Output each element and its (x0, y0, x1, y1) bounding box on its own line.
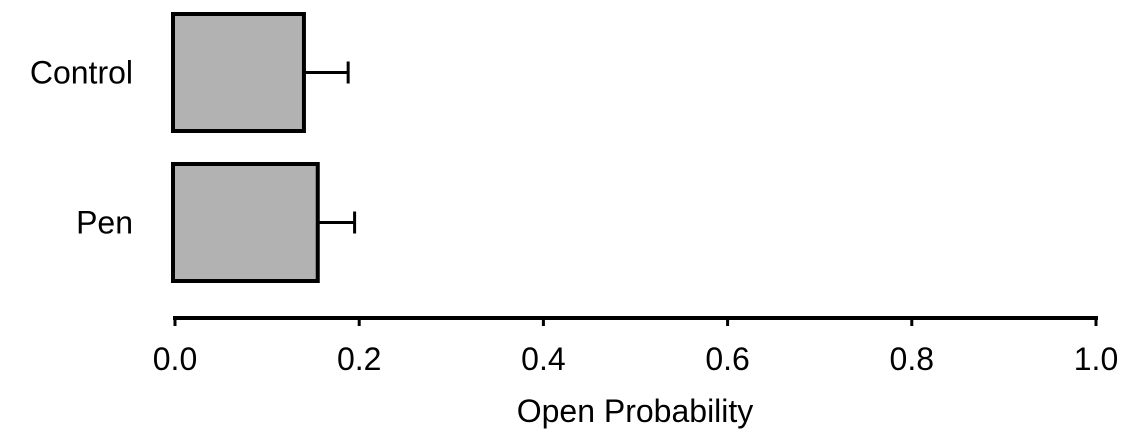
bar-pen (171, 162, 320, 283)
bars-layer (171, 12, 357, 283)
x-tick-label: 0.8 (890, 341, 934, 377)
bar-control (171, 12, 306, 133)
x-tick-label: 1.0 (1074, 341, 1118, 377)
x-axis-title: Open Probability (517, 393, 754, 429)
category-label-pen: Pen (76, 205, 133, 241)
x-tick-label: 0.2 (337, 341, 381, 377)
x-ticks: 0.0 0.2 0.4 0.6 0.8 1.0 (153, 318, 1118, 377)
x-tick-label: 0.4 (521, 341, 565, 377)
x-tick-label: 0.6 (705, 341, 749, 377)
x-tick-label: 0.0 (153, 341, 197, 377)
category-labels: Control Pen (30, 55, 133, 241)
category-label-control: Control (30, 55, 133, 91)
